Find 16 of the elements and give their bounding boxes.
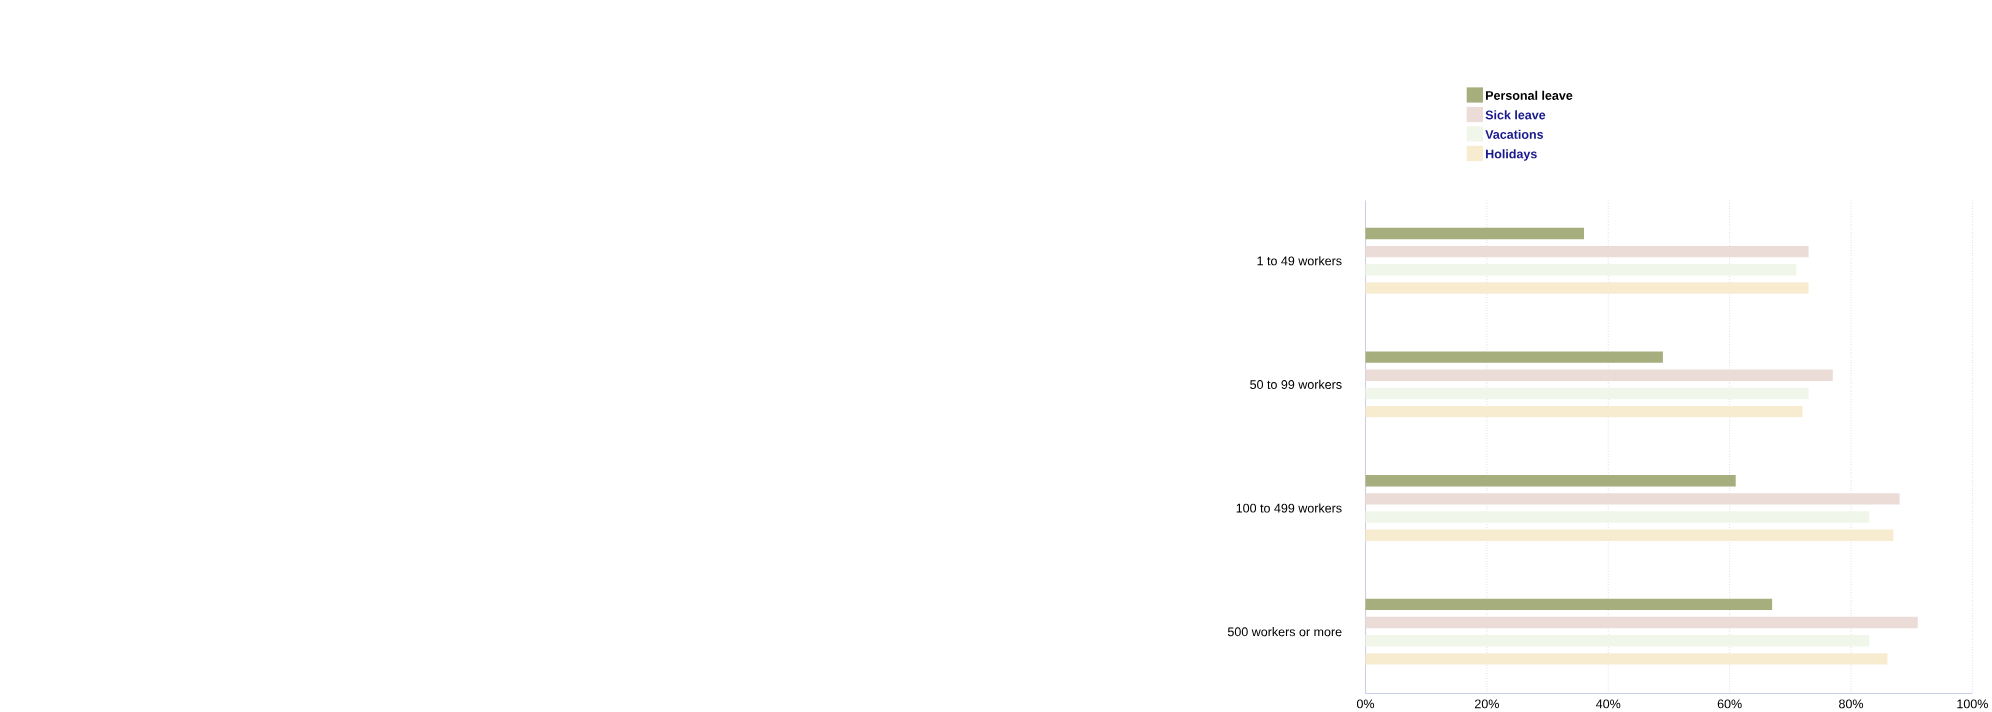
bar [1365, 511, 1870, 523]
bar [1365, 245, 1809, 258]
bar [1365, 475, 1736, 487]
bar [1365, 598, 1773, 611]
bar [1365, 529, 1894, 541]
bar [1365, 405, 1803, 418]
bar [1365, 351, 1663, 363]
bar [1365, 264, 1797, 276]
bar [1365, 653, 1888, 665]
bar [1365, 282, 1809, 294]
bar [1365, 369, 1833, 382]
bar [1365, 635, 1870, 647]
bar [1365, 493, 1900, 505]
bar [1365, 616, 1918, 629]
bar [1365, 227, 1584, 240]
bar [1365, 387, 1809, 400]
